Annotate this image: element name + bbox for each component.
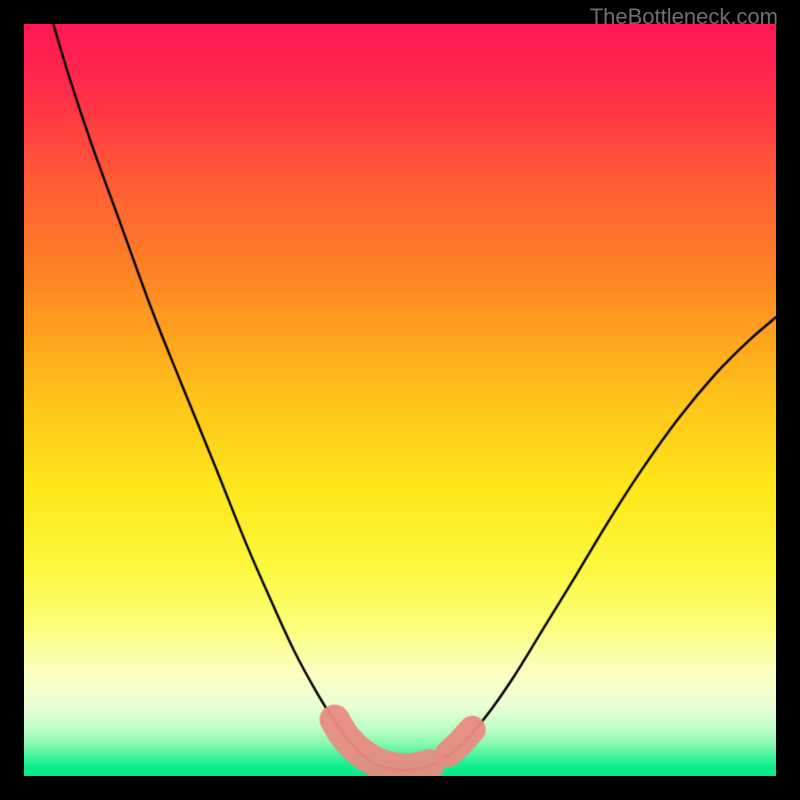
chart-frame-border (0, 0, 800, 800)
chart-stage: TheBottleneck.com (0, 0, 800, 800)
watermark-text: TheBottleneck.com (590, 4, 778, 30)
